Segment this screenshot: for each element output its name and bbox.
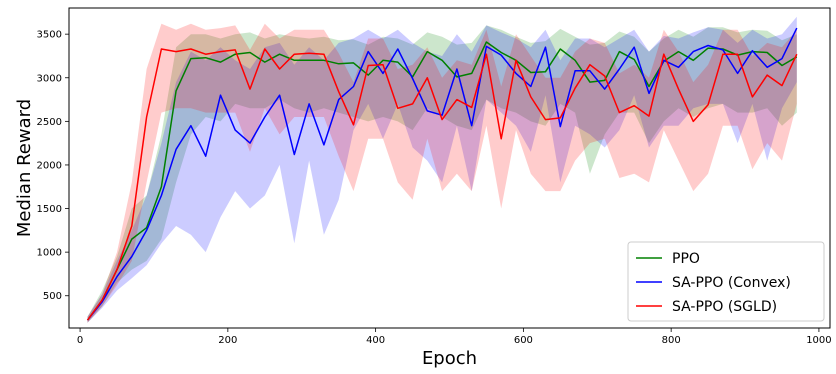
legend-label-sa-ppo-convex: SA-PPO (Convex) — [672, 275, 791, 291]
y-tick-label: 500 — [43, 291, 62, 302]
legend-box — [627, 241, 825, 322]
line-ppo — [86, 41, 798, 321]
y-axis-label: Median Reward — [14, 99, 35, 237]
y-tick-label: 2000 — [37, 160, 62, 171]
y-axis-ticks: 500 1000 1500 2000 2500 3000 3500 — [37, 30, 69, 302]
legend-label-ppo: PPO — [672, 251, 700, 267]
y-tick-label: 1000 — [37, 248, 62, 259]
y-tick-label: 3500 — [37, 30, 62, 41]
x-tick-label: 200 — [218, 335, 237, 346]
band-sa-ppo-convex — [87, 16, 797, 323]
x-tick-label: 1000 — [806, 335, 831, 346]
y-tick-label: 3000 — [37, 73, 62, 84]
y-tick-label: 2500 — [37, 117, 62, 128]
x-tick-label: 0 — [77, 335, 83, 346]
line-sa-ppo-convex — [86, 27, 798, 321]
x-axis-label: Epoch — [422, 348, 477, 369]
confidence-bands — [87, 16, 797, 323]
band-ppo — [87, 25, 797, 323]
plot-frame — [68, 7, 831, 329]
x-tick-label: 600 — [514, 335, 533, 346]
x-axis-ticks: 0 200 400 600 800 1000 — [77, 328, 832, 346]
y-tick-label: 1500 — [37, 204, 62, 215]
x-tick-label: 800 — [662, 335, 681, 346]
legend: PPO SA-PPO (Convex) SA-PPO (SGLD) — [627, 241, 825, 322]
legend-label-sa-ppo-sgld: SA-PPO (SGLD) — [672, 299, 777, 315]
x-tick-label: 400 — [366, 335, 385, 346]
line-sa-ppo-sgld — [86, 48, 798, 321]
band-sa-ppo-sgld — [87, 23, 797, 323]
series-lines — [86, 27, 798, 321]
